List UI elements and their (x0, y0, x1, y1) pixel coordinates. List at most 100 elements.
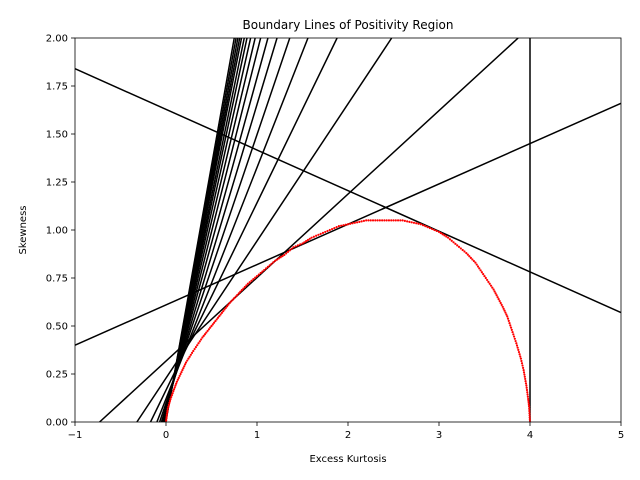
region-point (383, 219, 386, 222)
region-point (507, 319, 510, 322)
region-point (474, 261, 477, 264)
region-point (452, 241, 455, 244)
region-point (392, 219, 395, 222)
region-point (519, 355, 522, 358)
region-point (487, 280, 490, 283)
region-point (528, 412, 531, 415)
region-point (187, 357, 190, 360)
region-point (303, 241, 306, 244)
region-point (468, 255, 471, 258)
region-point (488, 282, 491, 285)
region-point (521, 366, 525, 369)
region-point (358, 220, 361, 223)
region-point (246, 282, 249, 285)
region-point (200, 338, 203, 341)
region-point (456, 244, 459, 247)
region-point (466, 253, 469, 256)
region-point (520, 362, 524, 365)
region-point (369, 219, 372, 222)
region-point (517, 348, 520, 351)
region-point (230, 300, 233, 303)
region-point (394, 219, 397, 222)
x-axis: −1 0 1 2 3 4 5 (68, 422, 624, 441)
region-point (183, 365, 186, 368)
region-point (255, 274, 259, 278)
region-point (206, 329, 209, 333)
plot-area (75, 38, 621, 422)
region-point (305, 240, 308, 243)
region-point (424, 225, 427, 228)
region-point (342, 224, 345, 227)
region-point (374, 219, 377, 222)
region-point (483, 274, 486, 278)
region-point (173, 386, 176, 389)
region-point (317, 233, 320, 236)
region-point (528, 418, 531, 421)
y-axis-title: Skewness (18, 205, 29, 254)
region-point (330, 227, 334, 231)
region-point (514, 339, 517, 343)
region-point (403, 219, 406, 222)
region-point (412, 221, 416, 224)
y-tick-label: 1.50 (46, 130, 68, 141)
region-point (526, 393, 529, 396)
region-point (476, 265, 480, 268)
boundary-line-19 (165, 38, 235, 422)
region-point (177, 376, 180, 379)
region-point (171, 392, 174, 395)
region-point (170, 394, 174, 397)
x-tick-label: 3 (436, 430, 442, 441)
boundary-line-4 (136, 38, 393, 422)
region-point (179, 372, 182, 376)
region-point (489, 284, 493, 287)
region-point (465, 251, 468, 255)
region-point (266, 265, 270, 268)
region-point (526, 391, 529, 394)
region-point (167, 403, 171, 406)
y-tick-label: 0.50 (46, 322, 68, 333)
region-point (259, 271, 262, 275)
region-point (496, 296, 499, 299)
region-point (443, 234, 446, 237)
region-point (498, 299, 501, 303)
region-point (469, 256, 472, 259)
region-point (381, 219, 384, 222)
region-point (479, 269, 482, 272)
region-point (174, 384, 177, 387)
region-point (527, 405, 531, 408)
region-point (328, 228, 331, 232)
region-point (396, 219, 400, 222)
region-point (378, 219, 381, 222)
region-point (335, 226, 338, 229)
region-point (502, 307, 505, 310)
region-point (166, 411, 169, 414)
region-point (261, 270, 264, 273)
region-point (203, 333, 207, 336)
y-tick-label: 2.00 (46, 34, 68, 45)
y-axis: 0.00 0.25 0.50 0.75 1.00 1.25 1.50 1.75 2.00 (46, 34, 75, 429)
region-point (285, 252, 288, 255)
region-point (175, 380, 179, 383)
region-point (491, 286, 494, 289)
region-point (275, 258, 279, 261)
region-point (321, 231, 325, 234)
region-point (182, 367, 185, 370)
region-point (360, 220, 363, 223)
region-point (435, 229, 438, 233)
region-point (226, 305, 229, 308)
region-point (351, 222, 354, 225)
region-point (165, 413, 169, 416)
region-point (286, 250, 290, 253)
region-point (223, 308, 226, 311)
region-point (207, 328, 210, 331)
region-point (509, 326, 513, 329)
region-point (527, 403, 530, 406)
region-point (492, 288, 495, 291)
region-point (508, 322, 511, 325)
region-point (457, 245, 461, 248)
region-point (242, 287, 245, 290)
region-point (512, 335, 516, 338)
region-point (518, 353, 521, 356)
region-point (219, 313, 222, 316)
region-point (419, 223, 422, 226)
